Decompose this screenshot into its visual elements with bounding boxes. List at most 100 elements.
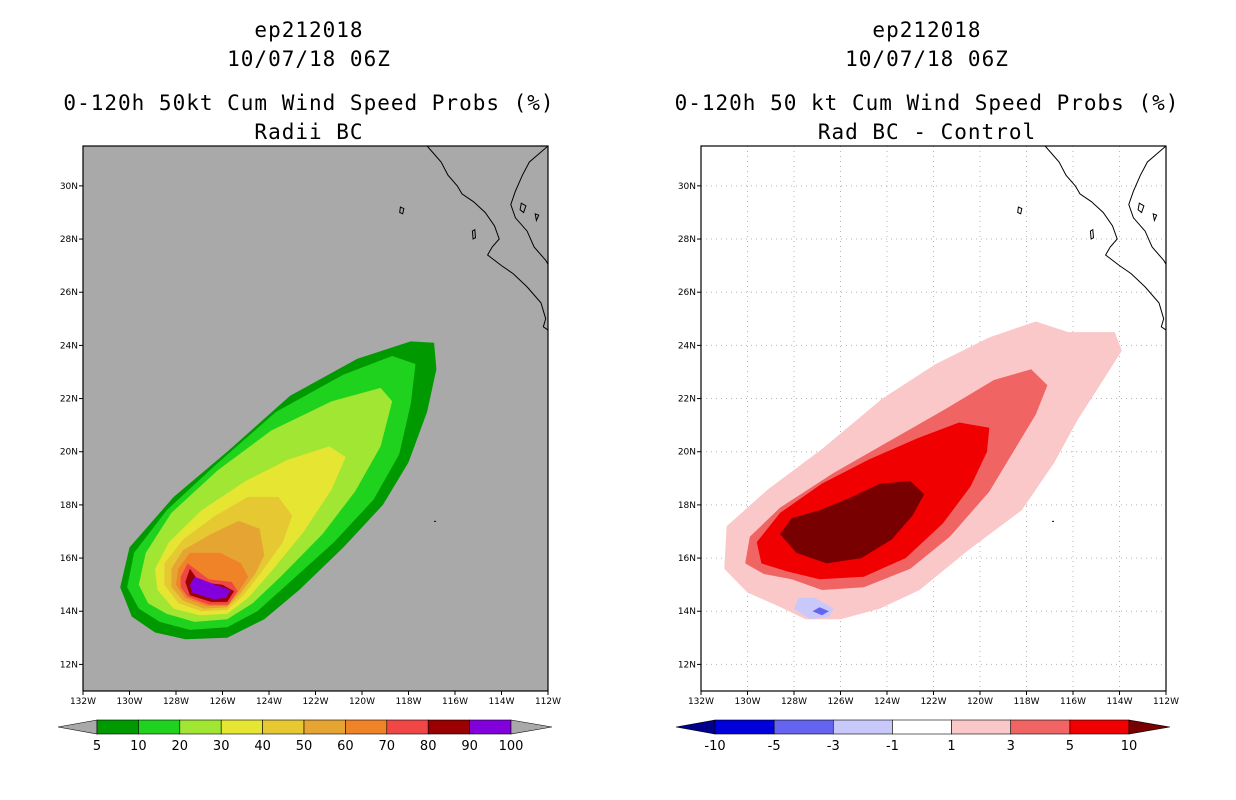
colorbar-under-triangle bbox=[57, 719, 98, 735]
colorbar-label: 90 bbox=[461, 739, 478, 754]
colorbar-swatch bbox=[303, 719, 346, 735]
colorbar-label: 5 bbox=[93, 739, 101, 754]
island bbox=[1017, 206, 1023, 215]
island-dot bbox=[1052, 520, 1055, 522]
colorbar-swatch bbox=[138, 719, 181, 735]
colorbar-label: 5 bbox=[1066, 739, 1074, 754]
colorbar-label: 30 bbox=[213, 739, 230, 754]
colorbar-label: 100 bbox=[499, 739, 524, 754]
colorbar-swatch bbox=[714, 719, 775, 735]
diff-contour-positive-3 bbox=[780, 481, 925, 564]
x-tick-label: 114W bbox=[488, 697, 514, 707]
right-title-product: 0-120h 50 kt Cum Wind Speed Probs (%) bbox=[674, 91, 1180, 115]
x-tick-label: 116W bbox=[442, 697, 468, 707]
colorbar-label: 40 bbox=[254, 739, 271, 754]
x-tick-label: 132W bbox=[70, 697, 96, 707]
colorbar-label: 20 bbox=[172, 739, 189, 754]
x-tick-label: 122W bbox=[302, 697, 328, 707]
colorbar-swatch bbox=[832, 719, 893, 735]
left-colorbar: 5 10 20 30 40 50 60 70 80 90 100 bbox=[57, 719, 553, 754]
colorbar-over-triangle bbox=[1128, 719, 1171, 735]
y-tick-label: 20N bbox=[678, 448, 696, 458]
x-tick-label: 112W bbox=[1153, 697, 1179, 707]
colorbar-label: -1 bbox=[886, 739, 899, 754]
y-tick-label: 28N bbox=[678, 235, 696, 245]
colorbar-swatch bbox=[951, 719, 1012, 735]
coastline-segment bbox=[1175, 146, 1203, 197]
y-tick-label: 14N bbox=[60, 607, 78, 617]
coastline-segment bbox=[510, 146, 548, 266]
coastline-segment bbox=[557, 146, 585, 197]
right-title-storm: ep212018 bbox=[872, 18, 982, 42]
island bbox=[1137, 202, 1145, 214]
x-tick-label: 118W bbox=[1013, 697, 1039, 707]
prob-contour-90 bbox=[189, 576, 231, 600]
colorbar-label: 1 bbox=[947, 739, 955, 754]
left-title-storm: ep212018 bbox=[254, 18, 364, 42]
island bbox=[534, 213, 540, 223]
x-tick-label: 126W bbox=[827, 697, 853, 707]
diff-contour-negative-1 bbox=[812, 607, 829, 616]
colorbar-over-triangle bbox=[510, 719, 553, 735]
colorbar-swatch bbox=[220, 719, 263, 735]
coastline-segment bbox=[1128, 146, 1166, 266]
island-dot bbox=[434, 520, 437, 522]
y-tick-label: 16N bbox=[60, 554, 78, 564]
y-tick-label: 28N bbox=[60, 235, 78, 245]
y-tick-label: 20N bbox=[60, 448, 78, 458]
x-tick-label: 132W bbox=[688, 697, 714, 707]
y-tick-label: 12N bbox=[60, 660, 78, 670]
right-panel: ep212018 10/07/18 06Z 0-120h 50 kt Cum W… bbox=[618, 0, 1236, 800]
colorbar-swatch bbox=[386, 719, 429, 735]
colorbar-label: 3 bbox=[1007, 739, 1015, 754]
island bbox=[1152, 213, 1158, 223]
island bbox=[519, 202, 527, 214]
y-tick-label: 22N bbox=[678, 395, 696, 405]
colorbar-label: 80 bbox=[420, 739, 437, 754]
y-tick-label: 18N bbox=[678, 501, 696, 511]
coastline-segment bbox=[1044, 146, 1166, 331]
colorbar-label: 50 bbox=[296, 739, 313, 754]
y-tick-label: 12N bbox=[678, 660, 696, 670]
colorbar-label: 70 bbox=[379, 739, 396, 754]
x-tick-label: 124W bbox=[874, 697, 900, 707]
coastline bbox=[1017, 146, 1203, 331]
colorbar-swatch bbox=[773, 719, 834, 735]
coastline bbox=[399, 146, 585, 331]
coastline-segment bbox=[426, 146, 548, 331]
colorbar-label: -5 bbox=[768, 739, 781, 754]
x-tick-label: 118W bbox=[395, 697, 421, 707]
y-tick-label: 30N bbox=[60, 182, 78, 192]
right-colorbar: -10 -5 -3 -1 1 3 5 10 bbox=[675, 719, 1171, 754]
colorbar-label: 10 bbox=[1121, 739, 1138, 754]
left-map: 132W 130W 128W 126W 124W 122W 120W 118W 116W 114W… bbox=[60, 145, 585, 707]
y-tick-label: 16N bbox=[678, 554, 696, 564]
colorbar-swatch bbox=[1010, 719, 1071, 735]
colorbar-swatch bbox=[427, 719, 470, 735]
colorbar-label: 10 bbox=[130, 739, 147, 754]
colorbar-swatch bbox=[469, 719, 512, 735]
x-tick-label: 116W bbox=[1060, 697, 1086, 707]
x-tick-label: 112W bbox=[535, 697, 561, 707]
colorbar-swatch bbox=[96, 719, 139, 735]
x-tick-label: 122W bbox=[920, 697, 946, 707]
grid-lines bbox=[701, 146, 1166, 691]
x-tick-label: 120W bbox=[967, 697, 993, 707]
colorbar-label: 60 bbox=[337, 739, 354, 754]
y-tick-label: 24N bbox=[678, 341, 696, 351]
left-title-date: 10/07/18 06Z bbox=[227, 47, 391, 71]
y-tick-label: 26N bbox=[678, 288, 696, 298]
colorbar-label: -3 bbox=[827, 739, 840, 754]
right-title-date: 10/07/18 06Z bbox=[845, 47, 1009, 71]
plot-area bbox=[120, 146, 585, 640]
x-tick-label: 120W bbox=[349, 697, 375, 707]
island bbox=[1089, 228, 1095, 240]
x-tick-label: 130W bbox=[734, 697, 760, 707]
x-tick-label: 128W bbox=[163, 697, 189, 707]
left-panel: ep212018 10/07/18 06Z 0-120h 50kt Cum Wi… bbox=[57, 18, 585, 754]
island bbox=[471, 228, 477, 240]
y-tick-label: 26N bbox=[60, 288, 78, 298]
left-title-product: 0-120h 50kt Cum Wind Speed Probs (%) bbox=[63, 91, 555, 115]
x-tick-label: 130W bbox=[116, 697, 142, 707]
y-tick-label: 22N bbox=[60, 395, 78, 405]
